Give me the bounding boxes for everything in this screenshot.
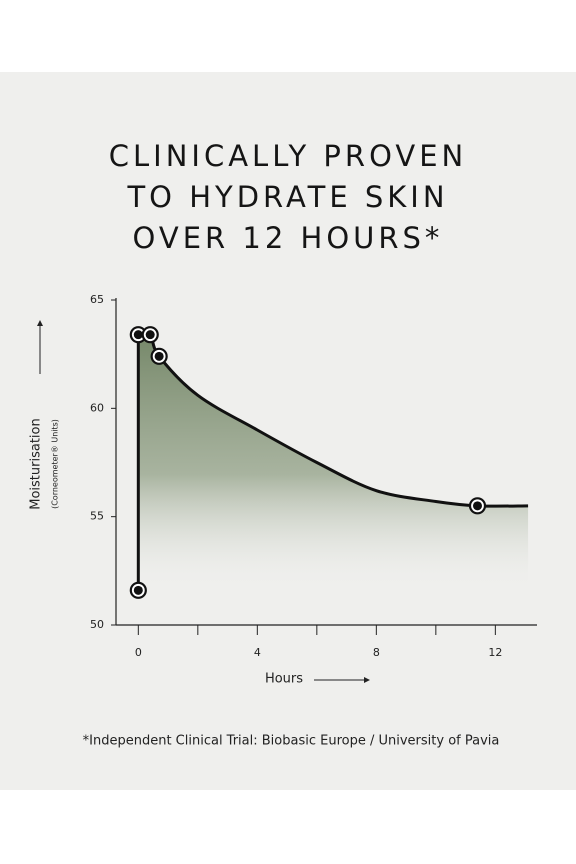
- chart-title: OVER 12 HOURS*: [133, 221, 444, 255]
- x-arrow-head: [364, 677, 370, 683]
- x-axis-label: Hours: [265, 672, 303, 687]
- y-axis-sublabel: (Corneometer® Units): [51, 419, 60, 509]
- y-tick-label: 65: [90, 293, 104, 306]
- x-tick-label: 12: [488, 646, 502, 659]
- marker-dot: [154, 351, 164, 361]
- paper-panel: [0, 72, 576, 790]
- y-axis-label: Moisturisation: [29, 418, 44, 510]
- data-point: [150, 347, 168, 365]
- marker-dot: [145, 330, 155, 340]
- x-tick-label: 8: [373, 646, 380, 659]
- chart-title: CLINICALLY PROVEN: [109, 139, 468, 173]
- data-point: [141, 326, 159, 344]
- marker-dot: [133, 330, 143, 340]
- y-label-group: Moisturisation (Corneometer® Units): [29, 418, 60, 510]
- y-arrow-head: [37, 320, 43, 326]
- data-point: [129, 581, 147, 599]
- chart-title: TO HYDRATE SKIN: [126, 180, 448, 214]
- y-tick-label: 60: [90, 401, 104, 414]
- area: [138, 333, 529, 591]
- data-point: [468, 497, 487, 515]
- x-tick-label: 4: [254, 646, 261, 659]
- footnote: *Independent Clinical Trial: Biobasic Eu…: [83, 734, 500, 749]
- y-tick-label: 50: [90, 618, 104, 631]
- x-tick-label: 0: [135, 646, 142, 659]
- marker-dot: [472, 501, 482, 511]
- marker-dot: [133, 585, 143, 595]
- y-tick-label: 55: [90, 510, 104, 523]
